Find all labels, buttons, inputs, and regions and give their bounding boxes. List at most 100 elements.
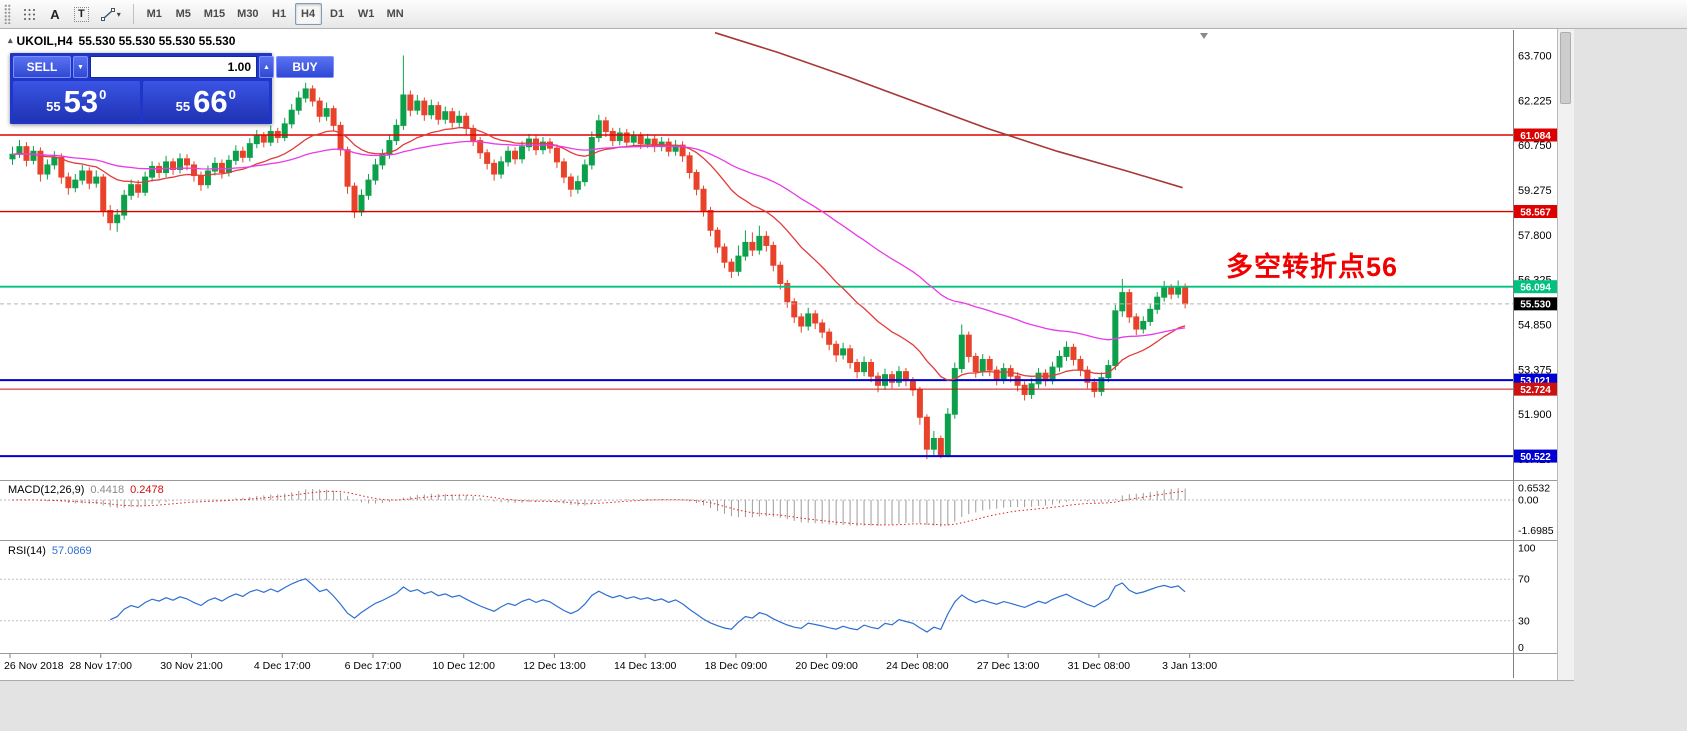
price-axis-tick: 57.800	[1518, 230, 1552, 242]
buy-price-big: 66	[193, 83, 228, 119]
text-tool-button[interactable]: A	[43, 3, 67, 25]
timeframe-button-h1[interactable]: H1	[266, 3, 293, 25]
ohlc-values: 55.530 55.530 55.530 55.530	[78, 34, 236, 48]
fast-ma-line	[12, 126, 1186, 381]
time-axis-label: 31 Dec 08:00	[1068, 660, 1131, 672]
macd-name: MACD(12,26,9)	[8, 484, 85, 496]
price-axis-tick: 60.750	[1518, 140, 1552, 152]
macd-signal-value: 0.2478	[130, 484, 164, 496]
textbox-tool-icon: T	[74, 6, 89, 22]
rsi-indicator-label: RSI(14) 57.0869	[8, 545, 92, 557]
timeframe-button-w1[interactable]: W1	[353, 3, 380, 25]
grid-snap-tool-button[interactable]	[17, 3, 41, 25]
trade-panel-price-row: 55 53 0 55 66 0	[13, 81, 269, 121]
volume-decrease-button[interactable]: ▼	[73, 56, 88, 78]
toolbar-drag-handle[interactable]	[4, 4, 11, 24]
time-axis-label: 6 Dec 17:00	[345, 660, 402, 672]
price-badge-50.522	[1514, 449, 1557, 463]
price-axis-tick: 53.375	[1518, 364, 1552, 376]
time-axis-label: 28 Nov 17:00	[70, 660, 133, 672]
macd-main-value: 0.4418	[90, 484, 125, 496]
price-badge-text: 61.084	[1520, 131, 1551, 142]
price-axis-tick: 63.700	[1518, 50, 1552, 62]
long-ma-line	[714, 31, 1183, 189]
vertical-scrollbar[interactable]	[1557, 29, 1574, 680]
buy-price-sup: 0	[228, 86, 236, 102]
bar-shift-marker-icon	[1200, 33, 1208, 39]
time-axis-label: 30 Nov 21:00	[160, 660, 223, 672]
timeframe-button-m30[interactable]: M30	[232, 3, 263, 25]
time-axis-label: 3 Jan 13:00	[1162, 660, 1217, 672]
rsi-name: RSI(14)	[8, 545, 46, 557]
chart-text-annotation[interactable]: 多空转折点56	[1226, 252, 1399, 282]
time-axis-label: 14 Dec 13:00	[614, 660, 677, 672]
price-axis-tick: 50.425	[1518, 454, 1552, 466]
macd-signal-line	[12, 490, 1186, 526]
macd-axis-tick: 0.00	[1518, 495, 1539, 507]
time-axis-label: 26 Nov 2018	[4, 660, 64, 672]
price-badge-55.530	[1514, 297, 1557, 311]
sell-price-button[interactable]: 55 53 0	[13, 81, 140, 121]
price-axis-tick: 62.225	[1518, 95, 1552, 107]
rsi-line	[109, 578, 1186, 633]
volume-input[interactable]	[90, 56, 257, 78]
macd-axis-tick: -1.6985	[1518, 525, 1554, 537]
buy-price-prefix: 55	[175, 98, 191, 114]
time-axis-label: 18 Dec 09:00	[705, 660, 768, 672]
text-tool-icon: A	[50, 6, 60, 22]
timeframe-button-mn[interactable]: MN	[382, 3, 409, 25]
timeframe-button-m1[interactable]: M1	[141, 3, 168, 25]
rsi-axis-tick: 100	[1518, 543, 1536, 555]
time-axis-label: 4 Dec 17:00	[254, 660, 311, 672]
grid-dots-icon	[23, 8, 35, 20]
workspace-filler-right	[1574, 29, 1687, 731]
symbol-ohlc-line: ▴ UKOIL,H4 55.530 55.530 55.530 55.530	[8, 34, 235, 48]
sell-price-sup: 0	[99, 86, 107, 102]
collapse-arrow-icon[interactable]: ▴	[8, 35, 13, 45]
macd-histogram	[12, 488, 1186, 527]
time-axis-label: 27 Dec 13:00	[977, 660, 1040, 672]
sell-price-big: 53	[63, 83, 99, 119]
draw-tools-icon	[100, 7, 115, 21]
caret-down-icon: ▾	[116, 9, 121, 19]
price-axis-tick: 54.850	[1518, 320, 1552, 332]
time-axis-label: 20 Dec 09:00	[795, 660, 858, 672]
price-badge-61.084	[1514, 128, 1557, 142]
macd-indicator-label: MACD(12,26,9) 0.4418 0.2478	[8, 484, 164, 496]
main-toolbar: A T ▾ M1 M5 M15 M30 H1 H4 D1 W1 MN	[0, 0, 1687, 29]
rsi-value: 57.0869	[51, 545, 92, 557]
toolbar-separator	[132, 4, 134, 24]
timeframe-button-m5[interactable]: M5	[170, 3, 197, 25]
scrollbar-thumb[interactable]	[1560, 32, 1571, 104]
macd-axis-tick: 0.6532	[1518, 483, 1550, 495]
time-axis-label: 24 Dec 08:00	[886, 660, 949, 672]
buy-button[interactable]: BUY	[276, 56, 334, 78]
price-badge-56.094	[1514, 280, 1557, 294]
trade-panel-top-row: SELL ▼ ▲ BUY	[13, 56, 334, 78]
price-badge-53.021	[1514, 373, 1557, 387]
timeframe-button-d1[interactable]: D1	[324, 3, 351, 25]
timeframe-button-h4[interactable]: H4	[294, 3, 322, 25]
rsi-axis-tick: 70	[1518, 574, 1530, 586]
price-axis-tick: 56.325	[1518, 275, 1552, 287]
price-badge-52.724	[1514, 382, 1557, 396]
buy-price-button[interactable]: 55 66 0	[142, 81, 269, 121]
time-axis-label: 12 Dec 13:00	[523, 660, 586, 672]
time-axis-label: 10 Dec 12:00	[432, 660, 495, 672]
rsi-axis-tick: 30	[1518, 615, 1530, 627]
textbox-tool-button[interactable]: T	[69, 3, 94, 25]
timeframe-group: M1 M5 M15 M30 H1 H4 D1 W1 MN	[140, 3, 410, 25]
price-badge-text: 55.530	[1520, 300, 1551, 311]
price-badge-text: 53.021	[1520, 376, 1551, 387]
one-click-trading-panel: SELL ▼ ▲ BUY 55 53 0 55 66 0	[10, 53, 334, 124]
price-badge-text: 50.522	[1520, 452, 1551, 463]
volume-increase-button[interactable]: ▲	[259, 56, 274, 78]
price-badge-text: 56.094	[1520, 282, 1551, 293]
symbol-name: UKOIL,H4	[16, 34, 73, 48]
draw-tools-button[interactable]: ▾	[96, 3, 126, 25]
price-axis-tick: 51.900	[1518, 409, 1552, 421]
timeframe-button-m15[interactable]: M15	[199, 3, 230, 25]
price-badge-text: 58.567	[1520, 207, 1551, 218]
price-badge-text: 52.724	[1520, 385, 1551, 396]
sell-button[interactable]: SELL	[13, 56, 71, 78]
